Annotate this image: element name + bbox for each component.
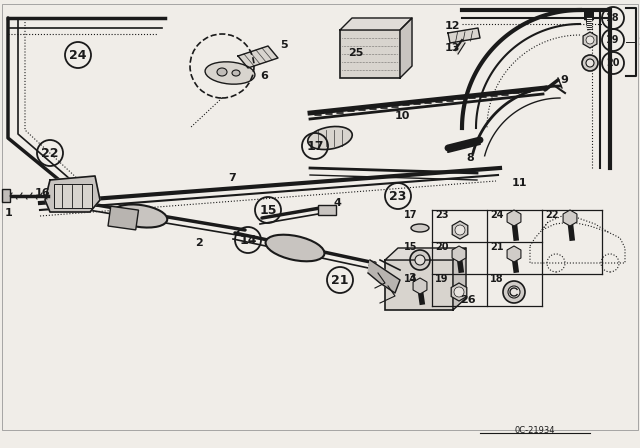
Text: 22: 22	[545, 210, 559, 220]
Bar	[340, 30, 400, 78]
Ellipse shape	[411, 224, 429, 232]
Text: 26: 26	[460, 295, 476, 305]
Text: 13: 13	[445, 43, 460, 53]
Text: 20: 20	[606, 58, 620, 68]
Bar	[318, 205, 336, 215]
Polygon shape	[385, 248, 466, 260]
Text: 19: 19	[606, 35, 620, 45]
Text: 4: 4	[334, 198, 342, 208]
Text: 18: 18	[606, 13, 620, 23]
Circle shape	[586, 59, 594, 67]
Bar	[108, 206, 138, 230]
Ellipse shape	[232, 70, 240, 76]
Polygon shape	[368, 260, 400, 293]
Text: 14: 14	[239, 233, 257, 246]
Ellipse shape	[266, 235, 324, 261]
Text: 19: 19	[435, 274, 449, 284]
Text: 25: 25	[348, 48, 364, 58]
Text: 1: 1	[5, 208, 13, 218]
Text: 21: 21	[490, 242, 504, 252]
Ellipse shape	[217, 68, 227, 76]
Ellipse shape	[308, 126, 352, 150]
Text: 17: 17	[307, 139, 324, 152]
Text: 15: 15	[404, 242, 417, 252]
Polygon shape	[448, 28, 480, 43]
Circle shape	[410, 250, 430, 270]
Bar	[385, 260, 453, 310]
Text: 21: 21	[332, 273, 349, 287]
Polygon shape	[340, 18, 412, 30]
Text: 23: 23	[435, 210, 449, 220]
Text: 27: 27	[638, 37, 640, 47]
Text: 5: 5	[280, 40, 287, 50]
Circle shape	[508, 286, 520, 298]
Polygon shape	[455, 40, 465, 54]
Text: 3: 3	[408, 273, 415, 283]
Text: 20: 20	[435, 242, 449, 252]
Text: 9: 9	[560, 75, 568, 85]
Text: 17: 17	[404, 210, 417, 220]
Circle shape	[586, 36, 594, 44]
Polygon shape	[238, 46, 278, 68]
Text: 10: 10	[395, 111, 410, 121]
Circle shape	[503, 281, 525, 303]
Text: 22: 22	[41, 146, 59, 159]
Text: 2: 2	[195, 238, 203, 248]
Bar	[2, 189, 10, 202]
Circle shape	[454, 287, 464, 297]
Circle shape	[582, 55, 598, 71]
Polygon shape	[453, 248, 466, 310]
Text: 18: 18	[490, 274, 504, 284]
Polygon shape	[400, 18, 412, 78]
Text: 16: 16	[35, 188, 51, 198]
Text: 12: 12	[445, 21, 461, 31]
Ellipse shape	[205, 62, 255, 84]
Text: 24: 24	[490, 210, 504, 220]
Bar	[54, 184, 92, 208]
Text: 11: 11	[512, 178, 527, 188]
Text: 7: 7	[228, 173, 236, 183]
Polygon shape	[45, 176, 100, 212]
Text: 8: 8	[466, 153, 474, 163]
Circle shape	[455, 225, 465, 235]
Text: 24: 24	[69, 48, 87, 61]
Text: 14: 14	[404, 274, 417, 284]
Text: 6: 6	[260, 71, 268, 81]
Ellipse shape	[113, 204, 167, 228]
Text: 0C-21934: 0C-21934	[515, 426, 556, 435]
Circle shape	[415, 255, 425, 265]
Text: 23: 23	[389, 190, 406, 202]
Text: 15: 15	[259, 203, 276, 216]
